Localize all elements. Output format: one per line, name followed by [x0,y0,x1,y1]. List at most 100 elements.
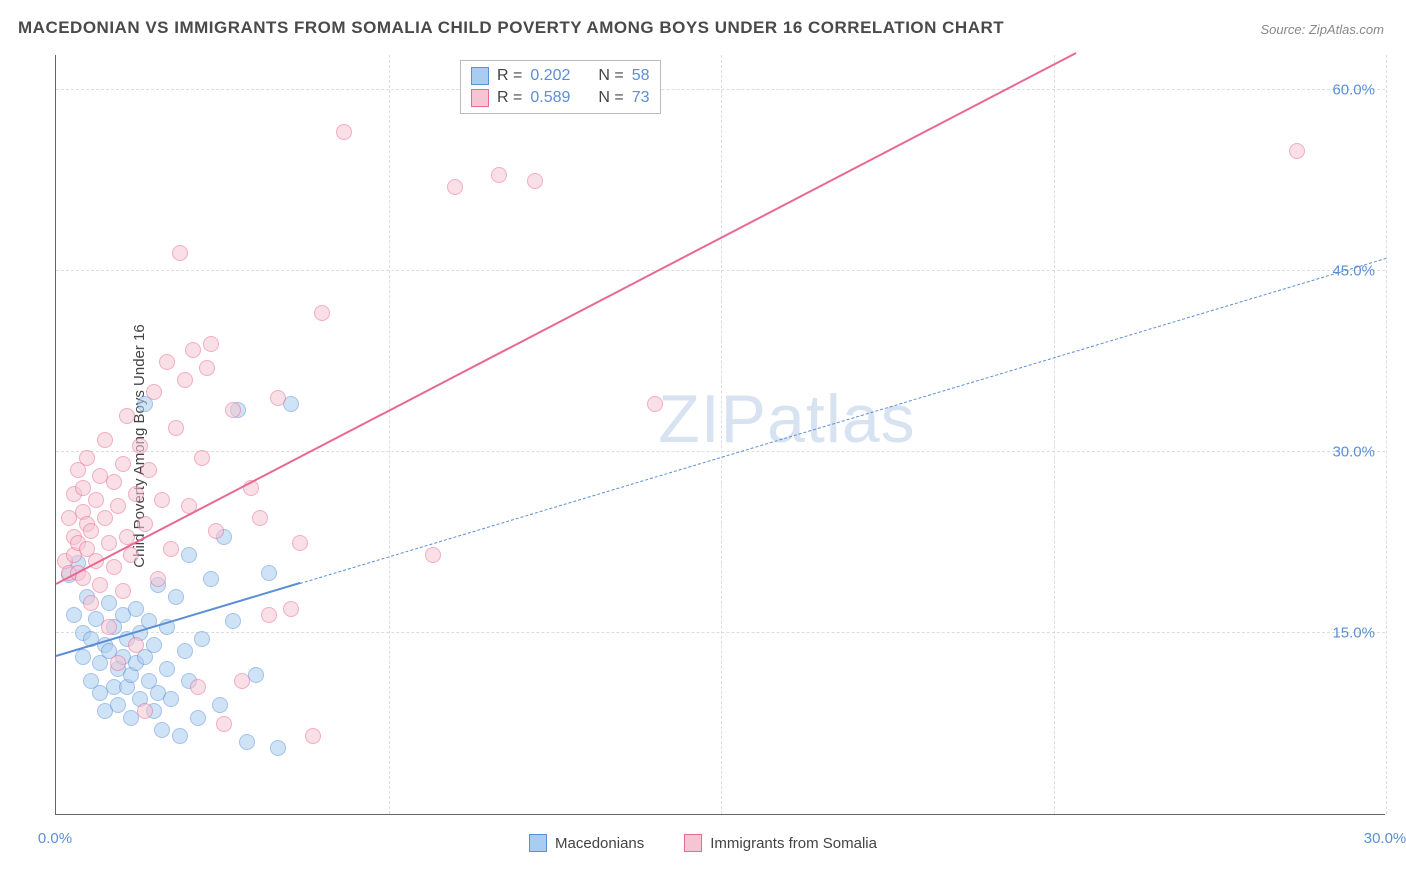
correlation-legend: R =0.202N =58R =0.589N =73 [460,60,661,114]
scatter-point [150,571,166,587]
x-tick-label: 30.0% [1364,830,1406,847]
scatter-point [119,408,135,424]
scatter-point [106,474,122,490]
watermark-bold: ZIP [658,381,767,457]
scatter-point [168,420,184,436]
scatter-point [110,697,126,713]
scatter-point [491,167,507,183]
y-tick-label: 60.0% [1332,82,1375,99]
scatter-point [83,523,99,539]
scatter-point [128,637,144,653]
scatter-point [123,547,139,563]
scatter-point [225,402,241,418]
scatter-point [425,547,441,563]
y-tick-label: 15.0% [1332,625,1375,642]
scatter-point [261,565,277,581]
scatter-point [97,510,113,526]
gridline-vertical [1054,55,1055,814]
scatter-point [115,456,131,472]
gridline-vertical [389,55,390,814]
scatter-point [292,535,308,551]
scatter-point [239,734,255,750]
legend-item: Immigrants from Somalia [684,834,877,852]
legend-swatch [471,89,489,107]
legend-label: Macedonians [555,835,644,852]
source-attribution: Source: ZipAtlas.com [1260,22,1384,37]
scatter-point [216,716,232,732]
scatter-point [194,450,210,466]
n-value: 58 [632,67,650,85]
scatter-point [203,336,219,352]
scatter-point [177,643,193,659]
scatter-point [270,390,286,406]
scatter-point [163,541,179,557]
scatter-point [199,360,215,376]
scatter-point [261,607,277,623]
scatter-point [270,740,286,756]
scatter-point [172,728,188,744]
scatter-point [283,601,299,617]
scatter-point [128,486,144,502]
scatter-point [115,583,131,599]
scatter-point [92,577,108,593]
scatter-point [212,697,228,713]
scatter-point [647,396,663,412]
scatter-point [447,179,463,195]
scatter-plot-area: ZIPatlas 15.0%30.0%45.0%60.0% [55,55,1385,815]
scatter-point [83,595,99,611]
scatter-point [159,661,175,677]
scatter-point [66,607,82,623]
scatter-point [168,589,184,605]
scatter-point [128,601,144,617]
scatter-point [190,679,206,695]
scatter-point [194,631,210,647]
scatter-point [75,480,91,496]
gridline-vertical [1386,55,1387,814]
scatter-point [110,498,126,514]
scatter-point [154,492,170,508]
scatter-point [225,613,241,629]
scatter-point [527,173,543,189]
scatter-point [137,703,153,719]
scatter-point [203,571,219,587]
scatter-point [336,124,352,140]
scatter-point [101,595,117,611]
scatter-point [110,655,126,671]
scatter-point [88,492,104,508]
scatter-point [181,547,197,563]
scatter-point [185,342,201,358]
r-label: R = [497,89,522,107]
y-tick-label: 30.0% [1332,444,1375,461]
scatter-point [146,384,162,400]
scatter-point [101,535,117,551]
scatter-point [101,619,117,635]
legend-swatch [684,834,702,852]
trendline [56,52,1077,585]
source-name: ZipAtlas.com [1309,22,1384,37]
legend-swatch [471,67,489,85]
scatter-point [132,438,148,454]
n-label: N = [598,89,623,107]
scatter-point [163,691,179,707]
scatter-point [208,523,224,539]
scatter-point [79,450,95,466]
scatter-point [172,245,188,261]
source-prefix: Source: [1260,22,1308,37]
scatter-point [252,510,268,526]
scatter-point [97,432,113,448]
r-value: 0.202 [530,67,570,85]
r-value: 0.589 [530,89,570,107]
series-legend: Macedonians Immigrants from Somalia [529,834,877,852]
chart-title: MACEDONIAN VS IMMIGRANTS FROM SOMALIA CH… [18,18,1004,38]
scatter-point [146,637,162,653]
trendline [300,258,1386,584]
n-value: 73 [632,89,650,107]
n-label: N = [598,67,623,85]
scatter-point [305,728,321,744]
scatter-point [154,722,170,738]
scatter-point [190,710,206,726]
watermark: ZIPatlas [658,380,915,458]
scatter-point [137,516,153,532]
scatter-point [159,354,175,370]
scatter-point [106,559,122,575]
